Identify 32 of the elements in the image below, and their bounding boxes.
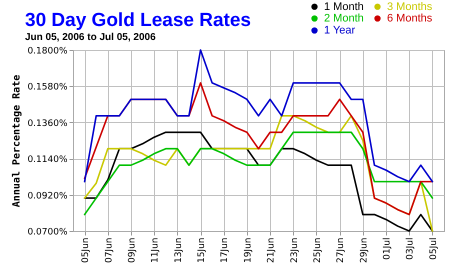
x-tick-label: 07Jun [104,238,114,264]
legend-label: 6 Months [387,12,433,24]
y-axis-title: Annual Percentage Rate [11,74,22,208]
x-tick-label: 01Jul [382,238,393,260]
x-tick-label: 15Jun [197,238,208,264]
legend-label: 2 Month [324,12,364,24]
chart-title: 30 Day Gold Lease Rates [25,10,251,31]
x-tick-label: 03Jul [406,238,416,260]
x-tick-label: 05Jun [81,238,92,264]
y-tick-label: 0.1360% [27,118,68,129]
legend-label: 3 Months [387,0,433,13]
x-tick-label: 11Jun [150,238,161,264]
y-tick-label: 0.1580% [27,82,68,93]
x-tick-label: 19Jun [243,238,254,264]
line-series [84,49,434,182]
y-tick-label: 0.1140% [27,155,68,166]
x-tick-label: 29Jun [359,238,370,264]
chart-subtitle: Jun 05, 2006 to Jul 05, 2006 [25,32,156,43]
x-tick-label: 27Jun [336,238,346,264]
x-tick-label: 05Jul [428,238,439,260]
legend-label: 1 Month [324,0,364,13]
y-tick-label: 0.1800% [27,46,68,56]
x-tick-label: 13Jun [174,238,184,264]
y-tick-label: 0.0920% [27,191,68,202]
x-tick-label: 23Jun [290,238,300,264]
line-series [84,131,434,216]
y-tick-label: 0.0700% [27,228,68,238]
x-tick-label: 25Jun [312,238,323,264]
legend-label: 1 Year [324,24,356,36]
x-tick-label: 09Jun [127,238,138,264]
x-tick-label: 21Jun [266,238,277,264]
x-tick-label: 17Jun [220,238,230,264]
